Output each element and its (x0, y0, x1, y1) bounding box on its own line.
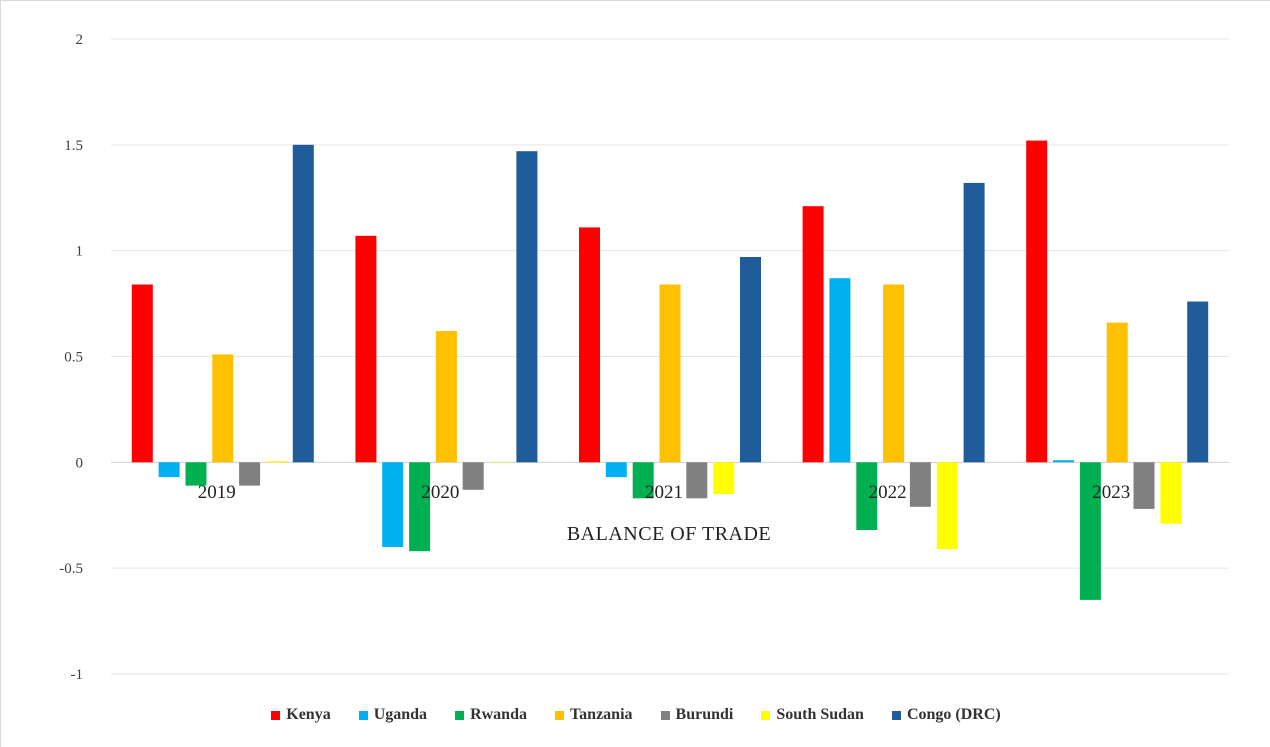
y-axis-ticks: 2 1.5 1 0.5 0 -0.5 -1 (59, 32, 83, 683)
bar-south-sudan-2021 (713, 462, 735, 495)
legend-swatch (358, 710, 368, 720)
legend-swatch (761, 710, 771, 720)
bars (131, 140, 1209, 600)
x-category-label: 2020 (421, 482, 459, 503)
legend-item: Tanzania (554, 706, 633, 724)
bar-uganda-2022 (829, 278, 851, 463)
legend-swatch (271, 710, 281, 720)
bar-rwanda-2021 (632, 462, 654, 499)
bar-chart: 2 1.5 1 0.5 0 -0.5 -1 2019 2020 2021 2022 2023 BAL… (59, 32, 1229, 683)
bar-rwanda-2019 (185, 462, 207, 486)
x-category-label: 2019 (198, 482, 236, 503)
x-category-label: 2023 (1092, 482, 1130, 503)
bar-burundi-2022 (909, 462, 931, 507)
bar-tanzania-2021 (659, 284, 681, 463)
bar-kenya-2020 (355, 235, 377, 463)
bar-congo-drc-2023 (1187, 301, 1209, 463)
legend-item: Rwanda (455, 706, 527, 724)
legend-item: Kenya (271, 706, 331, 724)
bar-kenya-2019 (131, 284, 153, 463)
y-tick-label: 0 (76, 455, 84, 471)
bar-rwanda-2022 (856, 462, 878, 530)
legend-item: South Sudan (761, 706, 864, 724)
legend-swatch (554, 710, 564, 720)
legend-label: South Sudan (776, 706, 864, 723)
bar-kenya-2023 (1026, 140, 1048, 463)
x-category-label: 2022 (869, 482, 907, 503)
bar-rwanda-2023 (1079, 462, 1101, 600)
bar-burundi-2021 (686, 462, 708, 499)
legend-swatch (455, 710, 465, 720)
bar-burundi-2023 (1133, 462, 1155, 509)
bar-uganda-2019 (158, 462, 180, 478)
legend-swatch (891, 710, 901, 720)
legend-label: Burundi (675, 706, 734, 723)
y-tick-label: -1 (71, 667, 84, 683)
bar-south-sudan-2022 (936, 462, 958, 550)
bar-kenya-2021 (579, 227, 600, 463)
bar-burundi-2020 (462, 462, 484, 490)
bar-tanzania-2019 (212, 354, 234, 463)
bar-uganda-2020 (382, 462, 404, 547)
bar-congo-drc-2022 (963, 182, 985, 463)
legend-label: Rwanda (470, 706, 527, 723)
legend-swatch (660, 710, 670, 720)
x-category-label: 2021 (645, 482, 683, 503)
legend-label: Tanzania (569, 706, 633, 723)
bar-tanzania-2022 (883, 284, 905, 463)
legend: Kenya Uganda Rwanda Tanzania Burundi South Su… (1, 706, 1270, 724)
legend-label: Uganda (373, 706, 428, 723)
bar-uganda-2023 (1053, 460, 1074, 463)
bar-congo-drc-2019 (292, 144, 314, 463)
bar-south-sudan-2019 (266, 461, 287, 463)
bar-congo-drc-2020 (516, 151, 538, 463)
x-axis-title: BALANCE OF TRADE (567, 523, 771, 545)
bar-burundi-2019 (239, 462, 261, 486)
legend-label: Kenya (286, 706, 331, 723)
y-tick-label: 2 (76, 32, 84, 48)
category-labels: 2019 2020 2021 2022 2023 (198, 482, 1130, 503)
bar-tanzania-2020 (435, 331, 457, 463)
bar-south-sudan-2023 (1160, 462, 1182, 524)
y-tick-label: 1.5 (64, 138, 83, 154)
bar-kenya-2022 (802, 206, 824, 463)
bar-rwanda-2020 (409, 462, 431, 552)
bar-congo-drc-2021 (740, 257, 761, 463)
bar-south-sudan-2020 (489, 462, 511, 463)
y-tick-label: 1 (76, 244, 84, 260)
y-tick-label: 0.5 (64, 350, 83, 366)
legend-item: Burundi (660, 706, 734, 724)
legend-item: Congo (DRC) (891, 706, 1001, 724)
y-tick-label: -0.5 (59, 561, 83, 577)
legend-label: Congo (DRC) (906, 706, 1001, 723)
bar-uganda-2021 (605, 462, 627, 478)
bar-tanzania-2023 (1106, 322, 1128, 463)
legend-item: Uganda (358, 706, 428, 724)
